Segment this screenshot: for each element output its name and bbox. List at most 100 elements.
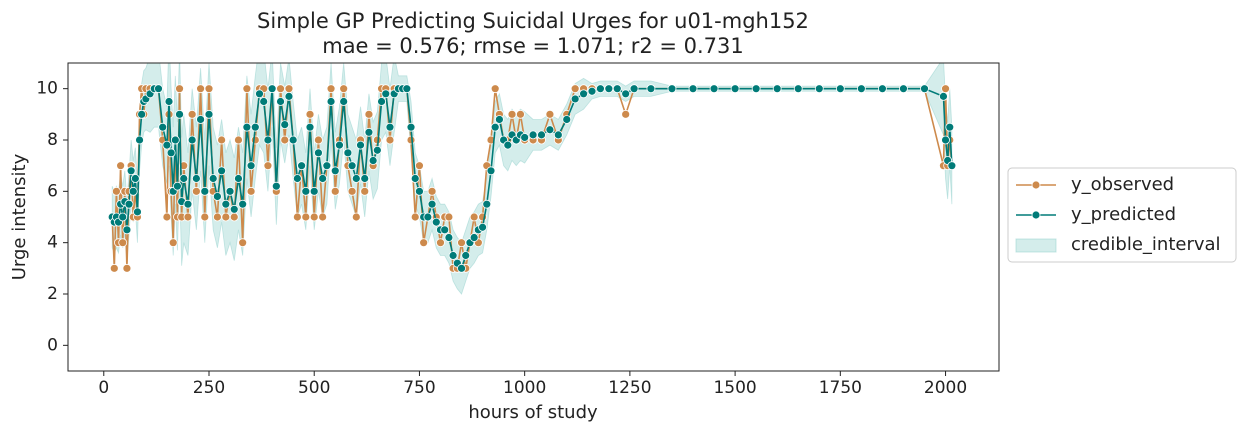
x-tick-label: 0 xyxy=(98,378,109,398)
data-point xyxy=(162,140,172,150)
data-point xyxy=(309,212,319,222)
chart-title: Simple GP Predicting Suicidal Urges for … xyxy=(257,9,809,33)
y-tick-label: 10 xyxy=(36,79,58,99)
data-point xyxy=(288,135,298,145)
data-point xyxy=(457,238,466,248)
data-point xyxy=(234,135,243,145)
data-point xyxy=(213,192,222,201)
data-point xyxy=(314,148,323,158)
x-tick-label: 500 xyxy=(298,378,330,398)
data-point xyxy=(292,174,302,183)
data-point xyxy=(330,186,340,196)
data-point xyxy=(301,212,311,222)
data-point xyxy=(621,109,631,119)
legend-marker xyxy=(1031,210,1041,220)
data-point xyxy=(191,186,201,196)
data-point xyxy=(562,115,572,124)
chart-subtitle: mae = 0.576; rmse = 1.071; r2 = 0.731 xyxy=(322,34,744,58)
data-point xyxy=(427,199,437,209)
data-point xyxy=(545,109,555,119)
y-tick-label: 6 xyxy=(47,181,58,201)
data-point xyxy=(402,84,412,94)
y-tick-label: 0 xyxy=(47,335,58,355)
data-point xyxy=(377,97,386,106)
data-point xyxy=(368,156,378,165)
data-point xyxy=(109,263,119,273)
data-point xyxy=(301,186,311,196)
plot-frame xyxy=(67,62,1000,372)
data-point xyxy=(217,135,227,145)
data-point xyxy=(284,91,294,101)
data-point xyxy=(135,135,144,145)
data-point xyxy=(461,251,471,260)
legend-marker xyxy=(1031,180,1041,190)
data-point xyxy=(183,212,193,222)
data-point xyxy=(280,120,290,129)
data-point xyxy=(351,174,361,183)
data-point xyxy=(242,84,252,94)
data-point xyxy=(415,186,424,196)
data-point xyxy=(130,174,140,183)
data-point xyxy=(238,238,248,248)
data-point xyxy=(158,122,168,132)
data-point xyxy=(326,97,336,106)
data-point xyxy=(126,166,136,176)
x-tick-label: 750 xyxy=(403,378,435,398)
data-point xyxy=(175,109,184,119)
data-point xyxy=(118,212,128,222)
data-point xyxy=(941,135,950,145)
data-point xyxy=(410,174,420,183)
data-point xyxy=(122,225,132,235)
legend-label: y_observed xyxy=(1071,174,1174,195)
data-point xyxy=(667,84,677,94)
data-point xyxy=(490,122,500,132)
data-point xyxy=(168,238,178,248)
line-layer xyxy=(107,84,957,273)
data-point xyxy=(229,204,239,214)
data-point xyxy=(170,135,180,145)
data-point xyxy=(225,186,235,196)
legend-label: credible_interval xyxy=(1071,234,1221,255)
data-point xyxy=(415,161,424,171)
data-point xyxy=(250,122,260,132)
data-point xyxy=(793,84,803,94)
data-point xyxy=(385,122,395,132)
data-point xyxy=(330,166,340,176)
data-point xyxy=(128,186,138,196)
data-point xyxy=(208,174,218,183)
data-point xyxy=(305,122,315,132)
data-point xyxy=(444,233,454,242)
data-point xyxy=(179,161,189,171)
data-point xyxy=(221,212,231,222)
data-point xyxy=(196,84,205,94)
data-point xyxy=(166,148,176,158)
data-point xyxy=(444,212,454,222)
data-point xyxy=(545,125,555,135)
data-point xyxy=(503,140,513,150)
data-point xyxy=(326,84,336,94)
data-point xyxy=(920,84,929,94)
data-point xyxy=(292,212,302,222)
data-point xyxy=(356,140,365,150)
x-axis-label: hours of study xyxy=(468,402,598,423)
data-point xyxy=(385,135,395,145)
data-point xyxy=(878,84,887,94)
data-point xyxy=(259,97,269,106)
data-point xyxy=(191,174,201,183)
data-point xyxy=(234,174,243,183)
data-point xyxy=(175,84,184,94)
data-point xyxy=(486,166,496,176)
x-tick-label: 1750 xyxy=(819,378,862,398)
data-point xyxy=(221,199,231,209)
x-tick-label: 1250 xyxy=(608,378,651,398)
legend-swatch xyxy=(1015,238,1057,253)
data-point xyxy=(856,84,866,94)
band-layer xyxy=(111,63,953,295)
data-point xyxy=(516,109,525,119)
x-tick-label: 1000 xyxy=(503,378,546,398)
data-point xyxy=(318,174,328,183)
x-tick-label: 250 xyxy=(193,378,225,398)
data-point xyxy=(164,97,174,106)
data-point xyxy=(427,186,437,196)
data-point xyxy=(154,84,163,94)
